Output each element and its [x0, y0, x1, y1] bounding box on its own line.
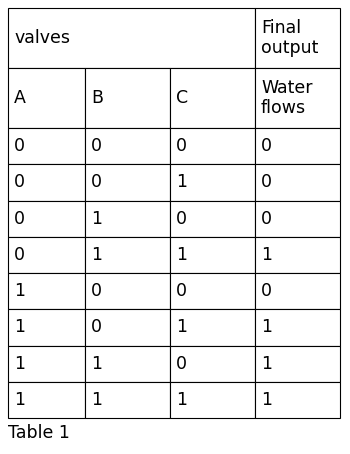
- Bar: [85, 128, 170, 164]
- Bar: [8, 309, 85, 345]
- Bar: [255, 382, 340, 418]
- Bar: [8, 345, 85, 382]
- Bar: [170, 68, 255, 128]
- Bar: [170, 164, 255, 201]
- Text: 0: 0: [91, 282, 102, 300]
- Bar: [255, 68, 340, 128]
- Text: 0: 0: [176, 137, 187, 155]
- Text: 0: 0: [91, 318, 102, 336]
- Bar: [170, 382, 255, 418]
- Bar: [255, 128, 340, 164]
- Bar: [85, 273, 170, 309]
- Bar: [8, 68, 85, 128]
- Bar: [8, 382, 85, 418]
- Text: 1: 1: [176, 318, 187, 336]
- Text: 0: 0: [14, 246, 25, 264]
- Bar: [255, 8, 340, 68]
- Text: 0: 0: [176, 355, 187, 373]
- Text: 0: 0: [261, 210, 272, 227]
- Bar: [255, 345, 340, 382]
- Bar: [85, 309, 170, 345]
- Bar: [255, 309, 340, 345]
- Text: 0: 0: [261, 173, 272, 192]
- Text: Water
flows: Water flows: [261, 79, 313, 118]
- Text: 1: 1: [261, 391, 272, 409]
- Text: 1: 1: [176, 246, 187, 264]
- Bar: [170, 345, 255, 382]
- Bar: [255, 237, 340, 273]
- Text: 0: 0: [176, 210, 187, 227]
- Text: 1: 1: [14, 282, 25, 300]
- Bar: [8, 237, 85, 273]
- Text: B: B: [91, 89, 103, 107]
- Bar: [8, 201, 85, 237]
- Text: 1: 1: [261, 246, 272, 264]
- Bar: [170, 309, 255, 345]
- Bar: [170, 237, 255, 273]
- Text: 0: 0: [261, 137, 272, 155]
- Text: 0: 0: [91, 137, 102, 155]
- Text: 1: 1: [91, 210, 102, 227]
- Text: 0: 0: [14, 210, 25, 227]
- Text: 1: 1: [176, 391, 187, 409]
- Text: Final
output: Final output: [261, 19, 319, 57]
- Text: 0: 0: [14, 137, 25, 155]
- Bar: [85, 382, 170, 418]
- Bar: [85, 237, 170, 273]
- Text: 1: 1: [261, 355, 272, 373]
- Bar: [8, 128, 85, 164]
- Bar: [85, 164, 170, 201]
- Text: 1: 1: [176, 173, 187, 192]
- Text: 1: 1: [91, 246, 102, 264]
- Bar: [85, 68, 170, 128]
- Text: 0: 0: [261, 282, 272, 300]
- Bar: [255, 164, 340, 201]
- Text: 1: 1: [91, 391, 102, 409]
- Text: Table 1: Table 1: [8, 424, 70, 442]
- Bar: [170, 201, 255, 237]
- Text: A: A: [14, 89, 26, 107]
- Text: valves: valves: [14, 29, 70, 47]
- Text: 1: 1: [91, 355, 102, 373]
- Bar: [85, 201, 170, 237]
- Text: 1: 1: [14, 318, 25, 336]
- Bar: [255, 273, 340, 309]
- Bar: [8, 8, 255, 68]
- Text: C: C: [176, 89, 188, 107]
- Text: 0: 0: [14, 173, 25, 192]
- Text: 0: 0: [91, 173, 102, 192]
- Bar: [170, 273, 255, 309]
- Text: 0: 0: [176, 282, 187, 300]
- Bar: [170, 128, 255, 164]
- Text: 1: 1: [14, 355, 25, 373]
- Bar: [255, 201, 340, 237]
- Text: 1: 1: [261, 318, 272, 336]
- Bar: [8, 164, 85, 201]
- Bar: [8, 273, 85, 309]
- Text: 1: 1: [14, 391, 25, 409]
- Bar: [85, 345, 170, 382]
